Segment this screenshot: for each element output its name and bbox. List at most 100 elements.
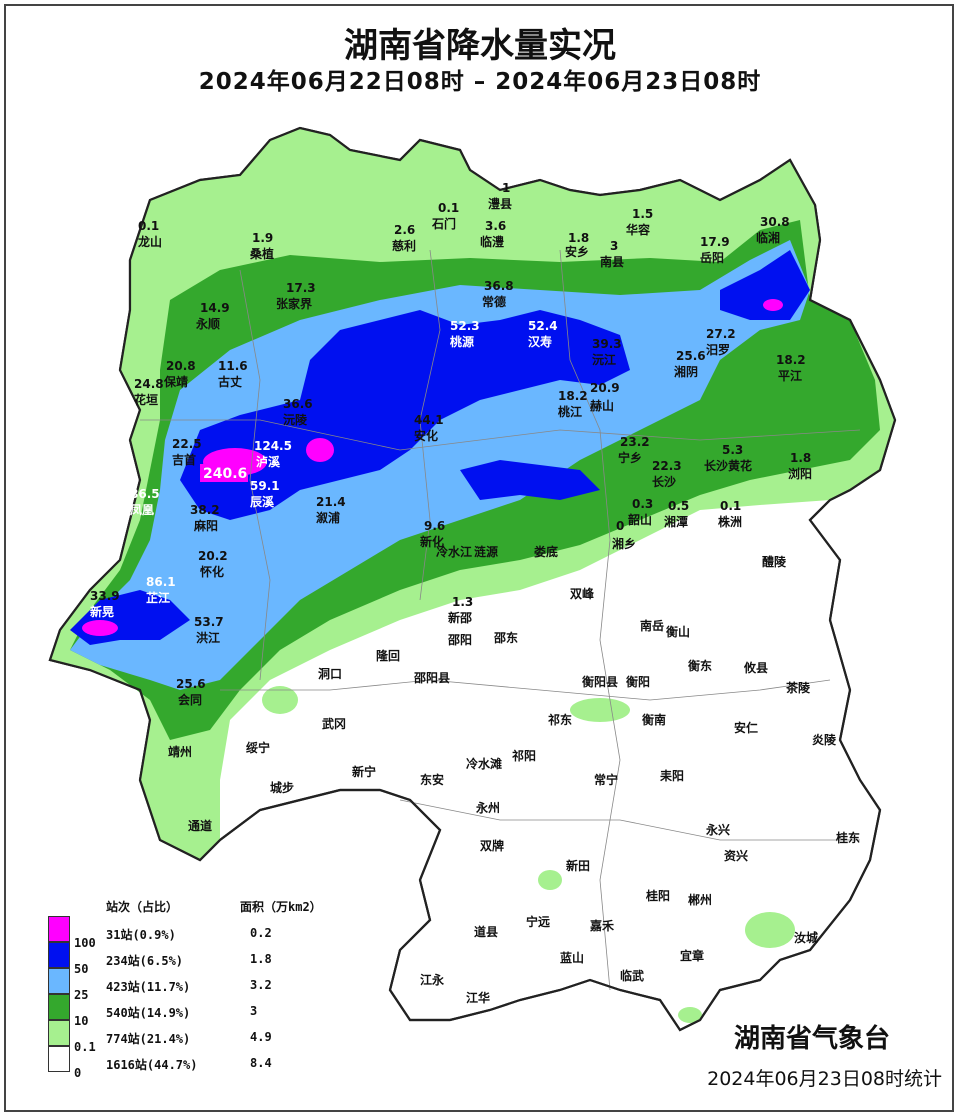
station-name: 桃江	[558, 404, 582, 419]
legend-threshold: 0.1	[74, 1040, 96, 1054]
place-name: 攸县	[743, 660, 768, 675]
station-name: 麻阳	[193, 518, 218, 533]
station-name: 澧县	[488, 196, 512, 211]
province-border	[48, 126, 897, 1032]
legend-swatch-50	[48, 942, 70, 968]
station-name: 桃源	[450, 334, 474, 349]
station-name: 岳阳	[700, 250, 724, 265]
station-value: 5.3	[722, 443, 743, 457]
station-value: 20.2	[198, 549, 228, 563]
station-name: 保靖	[163, 374, 188, 389]
station-value: 25.6	[676, 349, 706, 363]
place-name: 耒阳	[660, 768, 684, 783]
place-name: 汝城	[794, 930, 818, 945]
place-name: 衡南	[642, 712, 666, 727]
station-value: 1.9	[252, 231, 273, 245]
map-frame	[4, 4, 954, 1112]
place-name: 隆回	[376, 648, 400, 663]
place-name: 安仁	[734, 720, 758, 735]
rain-band-50-100-east	[720, 250, 810, 320]
station-value: 30.8	[760, 215, 790, 229]
station-name: 龙山	[138, 234, 162, 249]
legend-area-row: 8.4	[250, 1056, 272, 1070]
place-name: 城步	[270, 780, 294, 795]
station-value: 0.1	[720, 499, 741, 513]
legend-header-area: 面积（万km2）	[240, 900, 322, 914]
station-name: 平江	[778, 368, 802, 383]
station-name: 南县	[600, 254, 624, 269]
station-name: 华容	[626, 222, 650, 237]
place-name: 南岳	[640, 618, 664, 633]
station-value: 20.9	[590, 381, 620, 395]
place-name: 江华	[466, 990, 490, 1005]
county-boundaries	[140, 249, 861, 991]
rain-band-100-plus-2	[306, 438, 334, 462]
station-value: 14.9	[200, 301, 230, 315]
station-value: 21.4	[316, 495, 346, 509]
legend-threshold: 25	[74, 988, 89, 1002]
rain-band-50-100-mid	[460, 460, 600, 500]
place-name: 靖州	[168, 744, 192, 759]
statistics-time: 2024年06月23日08时统计	[707, 1068, 942, 1090]
station-name: 株洲	[718, 514, 742, 529]
place-name: 双牌	[480, 838, 504, 853]
place-name: 冷水滩	[466, 756, 502, 771]
station-value: 22.5	[172, 437, 202, 451]
legend-threshold: 10	[74, 1014, 89, 1028]
station-name: 沅陵	[283, 412, 308, 427]
station-name: 临澧	[480, 234, 504, 249]
place-name: 衡阳	[626, 674, 650, 689]
legend: 站次（占比） 面积（万km2） 100 50 25 10 0.1 0 31站(0…	[48, 898, 368, 1098]
station-value: 9.6	[424, 519, 445, 533]
place-name: 涟源	[474, 544, 498, 559]
station-value: 39.3	[592, 337, 622, 351]
place-name: 衡山	[666, 624, 690, 639]
place-name: 邵阳县	[413, 670, 450, 685]
station-name: 长沙	[652, 474, 676, 489]
station-name: 长沙黄花	[704, 458, 752, 473]
place-name: 嘉禾	[589, 918, 615, 933]
place-name: 醴陵	[762, 554, 787, 569]
place-name: 洞口	[318, 667, 342, 681]
station-name: 永顺	[195, 316, 220, 331]
legend-threshold: 100	[74, 936, 96, 950]
station-value: 17.9	[700, 235, 730, 249]
station-name: 吉首	[172, 452, 196, 467]
place-name: 通道	[188, 818, 212, 833]
station-name: 桑植	[250, 246, 274, 261]
station-name: 湘乡	[612, 536, 636, 551]
place-name: 新田	[566, 858, 590, 873]
station-value: 38.2	[190, 503, 220, 517]
station-value: 33.9	[90, 589, 120, 603]
station-value: 0.1	[138, 219, 159, 233]
station-value: 86.5	[130, 487, 160, 501]
place-name: 邵东	[493, 630, 518, 645]
station-name: 会同	[178, 692, 202, 707]
place-name: 武冈	[322, 716, 346, 731]
station-value: 3.6	[485, 219, 506, 233]
place-name: 衡阳县	[582, 674, 618, 689]
station-value: 53.7	[194, 615, 224, 629]
place-name: 永兴	[705, 822, 730, 837]
legend-stations-row: 423站(11.7%)	[106, 980, 191, 994]
station-name: 浏阳	[788, 466, 812, 481]
place-name: 新宁	[352, 764, 376, 779]
station-labels: 0.1 龙山 1.9 桑植 2.6 慈利 0.1 石门 1 澧县 3.6 临澧 …	[90, 181, 812, 707]
patch-3	[538, 870, 562, 890]
station-value: 23.2	[620, 435, 650, 449]
place-name: 常宁	[594, 772, 618, 787]
rain-band-50-100	[180, 310, 630, 520]
place-name: 绥宁	[246, 740, 270, 755]
patch-1	[570, 698, 630, 722]
place-name: 双峰	[570, 586, 595, 601]
station-name: 慈利	[392, 238, 416, 253]
legend-area-row: 3.2	[250, 978, 272, 992]
station-name: 洪江	[196, 630, 220, 645]
legend-swatch-0	[48, 1046, 70, 1072]
station-value: 2.6	[394, 223, 415, 237]
place-name: 临武	[620, 968, 644, 983]
station-value: 27.2	[706, 327, 736, 341]
legend-stations-row: 774站(21.4%)	[106, 1032, 191, 1046]
station-name: 新邵	[448, 610, 472, 625]
station-value: 52.3	[450, 319, 480, 333]
